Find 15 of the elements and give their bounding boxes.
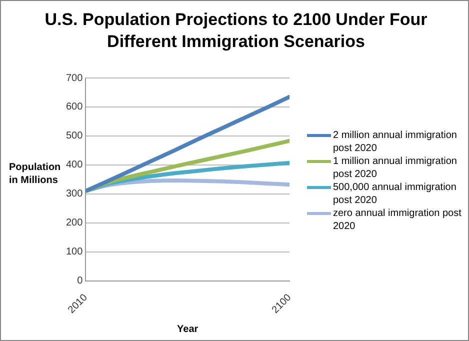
chart-title: U.S. Population Projections to 2100 Under Four Different Immigration Scenarios — [44, 9, 428, 53]
x-axis-title: Year — [177, 324, 198, 335]
y-tick-label: 500 — [66, 130, 84, 142]
y-tick-label: 400 — [66, 160, 84, 171]
line-series — [86, 94, 290, 193]
legend-label: zero annual immigration post 2020 — [333, 207, 462, 233]
y-tick-label: 300 — [66, 188, 84, 200]
y-tick-label: 0 — [77, 276, 84, 287]
y-tick-label: 100 — [66, 246, 84, 258]
y-axis-title: Population in Millions — [9, 162, 61, 186]
legend-label: 2 million annual immigration post 2020 — [333, 129, 458, 155]
y-tick-label: 700 — [66, 72, 84, 84]
legend-label: 1 million annual immigration post 2020 — [333, 155, 458, 181]
y-tick-label: 600 — [66, 102, 84, 113]
y-tick-label: 200 — [66, 218, 84, 229]
